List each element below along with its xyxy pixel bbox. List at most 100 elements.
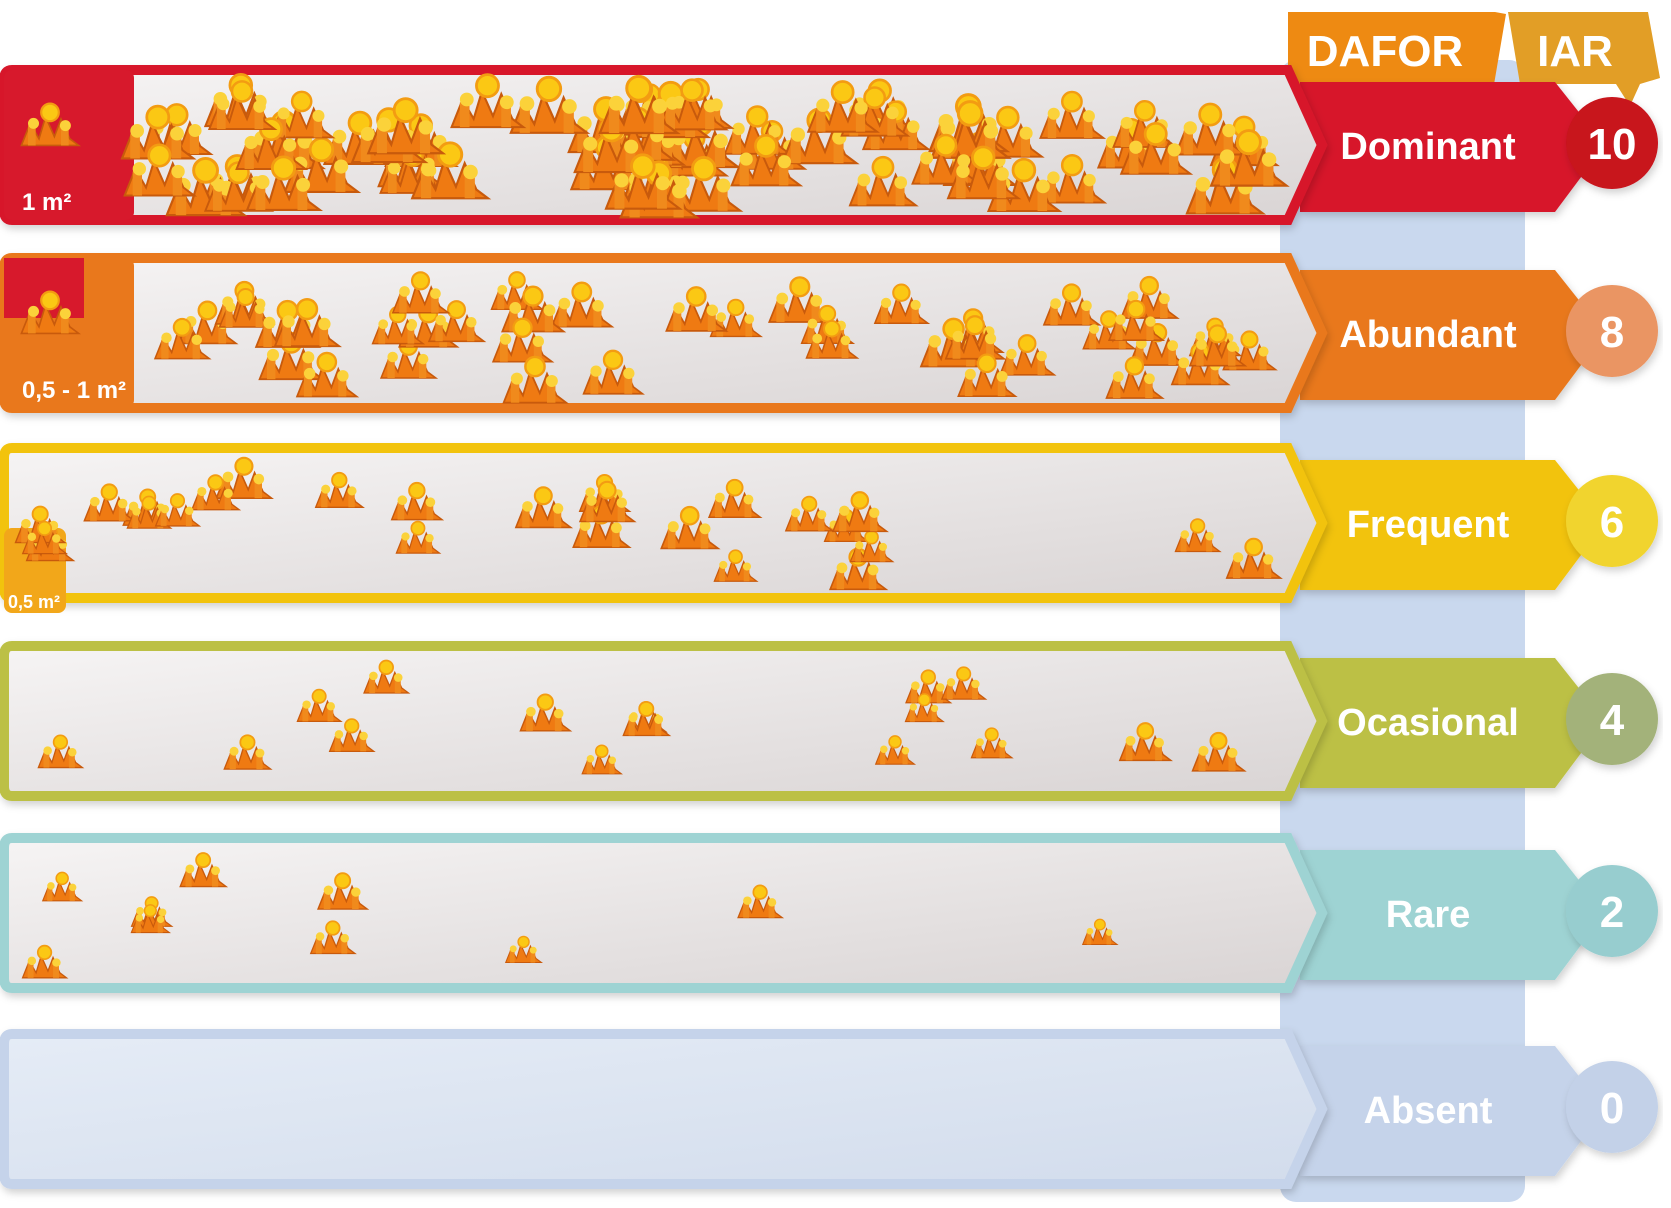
coral-colony-icon (1209, 129, 1290, 187)
coral-colony-icon (1188, 324, 1248, 367)
iar-score-value: 8 (1600, 308, 1624, 357)
coral-colony-icon (20, 102, 82, 147)
coral-colony-icon (768, 276, 833, 323)
quadrat-area-label: 0,5 m² (8, 592, 60, 612)
level-row-rare: Rare 2 (0, 833, 1658, 993)
level-panel (0, 1029, 1328, 1189)
coral-colony-icon (504, 935, 544, 964)
coral-colony-icon (665, 286, 729, 332)
level-label-banner (1300, 1046, 1605, 1176)
coral-colony-icon (1105, 356, 1165, 399)
level-name: Ocasional (1337, 702, 1519, 744)
coral-colony-icon (970, 727, 1014, 759)
level-row-abundant: 0,5 - 1 m² Abundant 8 (0, 253, 1658, 413)
coral-colony-icon (273, 297, 343, 348)
coral-colony-icon (957, 353, 1018, 397)
coral-colony-icon (20, 290, 82, 335)
coral-colony-icon (1191, 731, 1247, 772)
coral-colony-icon (390, 481, 445, 521)
coral-colony-icon (940, 666, 988, 700)
level-label-banner (1300, 850, 1605, 980)
coral-colony-icon (713, 549, 759, 582)
level-row-dominant: 1 m² Dominant 10 (0, 65, 1658, 225)
coral-colony-icon (604, 153, 683, 210)
coral-colony-icon (998, 334, 1057, 376)
coral-colony-icon (120, 104, 197, 160)
coral-colony-icon (848, 155, 919, 207)
coral-colony-icon (1118, 722, 1173, 762)
level-label-banner (1300, 460, 1605, 590)
iar-header-label: IAR (1537, 27, 1613, 76)
coral-colony-icon (153, 317, 212, 360)
level-label-banner (1300, 82, 1605, 212)
level-row-ocasional: Ocasional 4 (0, 641, 1658, 801)
coral-colony-icon (391, 271, 451, 314)
coral-colony-icon (410, 141, 492, 200)
coral-colony-icon (656, 78, 729, 131)
level-label-banner (1300, 270, 1605, 400)
iar-score-badge (1566, 1061, 1658, 1153)
level-name: Dominant (1340, 126, 1516, 168)
quadrat-area-label: 0,5 - 1 m² (22, 377, 126, 404)
level-name: Absent (1364, 1090, 1493, 1132)
iar-score-value: 0 (1600, 1084, 1624, 1133)
coral-colony-icon (130, 904, 172, 934)
dafor-header-label: DAFOR (1307, 27, 1463, 76)
coral-colony-icon (309, 920, 357, 955)
coral-colony-icon (1107, 299, 1166, 341)
coral-colony-icon (578, 480, 637, 523)
coral-colony-icon (831, 491, 889, 533)
coral-colony-icon (780, 107, 860, 165)
coral-colony-icon (427, 300, 487, 343)
coral-colony-icon (904, 693, 945, 723)
iar-score-value: 10 (1588, 120, 1637, 169)
level-label-banner (1300, 658, 1605, 788)
coral-colony-icon (582, 349, 645, 395)
level-name: Frequent (1347, 504, 1510, 546)
iar-score-badge (1566, 673, 1658, 765)
coral-colony-icon (363, 659, 411, 694)
coral-colony-icon (296, 688, 343, 722)
dafor-column (1280, 60, 1525, 1202)
coral-colony-icon (1128, 322, 1189, 366)
coral-colony-icon (946, 145, 1022, 200)
coral-colony-icon (371, 305, 426, 345)
level-panel (0, 443, 1328, 603)
coral-colony-icon (1174, 518, 1222, 553)
coral-colony-icon (1119, 122, 1194, 175)
coral-colony-icon (849, 529, 895, 563)
coral-colony-icon (502, 355, 569, 404)
coral-colony-icon (873, 283, 931, 325)
coral-colony-icon (1038, 154, 1108, 204)
coral-colony-icon (707, 478, 763, 519)
coral-colony-icon (21, 520, 69, 555)
coral-colony-icon (395, 520, 442, 554)
iar-score-value: 4 (1600, 696, 1625, 745)
coral-colony-icon (660, 505, 721, 550)
coral-colony-icon (37, 734, 85, 769)
coral-colony-icon (295, 351, 360, 398)
coral-colony-icon (730, 134, 804, 187)
coral-colony-icon (598, 74, 681, 135)
coral-colony-icon (314, 471, 365, 508)
level-row-frequent: 0,5 m² Frequent 6 (0, 443, 1658, 613)
coral-colony-icon (223, 734, 273, 770)
coral-colony-icon (207, 80, 278, 131)
coral-colony-icon (784, 495, 835, 532)
coral-colony-icon (366, 97, 447, 155)
iar-score-badge (1566, 97, 1658, 189)
coral-colony-icon (190, 474, 242, 511)
coral-colony-icon (1225, 537, 1283, 579)
coral-colony-icon (509, 75, 591, 134)
coral-colony-icon (317, 872, 370, 910)
iar-score-badge (1566, 475, 1658, 567)
iar-score-value: 2 (1600, 888, 1624, 937)
level-panel (0, 641, 1328, 801)
coral-colony-icon (581, 744, 623, 775)
iar-score-badge (1566, 285, 1658, 377)
level-row-absent: Absent 0 (0, 1029, 1658, 1189)
coral-colony-icon (1039, 90, 1107, 139)
coral-colony-icon (874, 735, 917, 765)
coral-colony-icon (83, 483, 137, 522)
